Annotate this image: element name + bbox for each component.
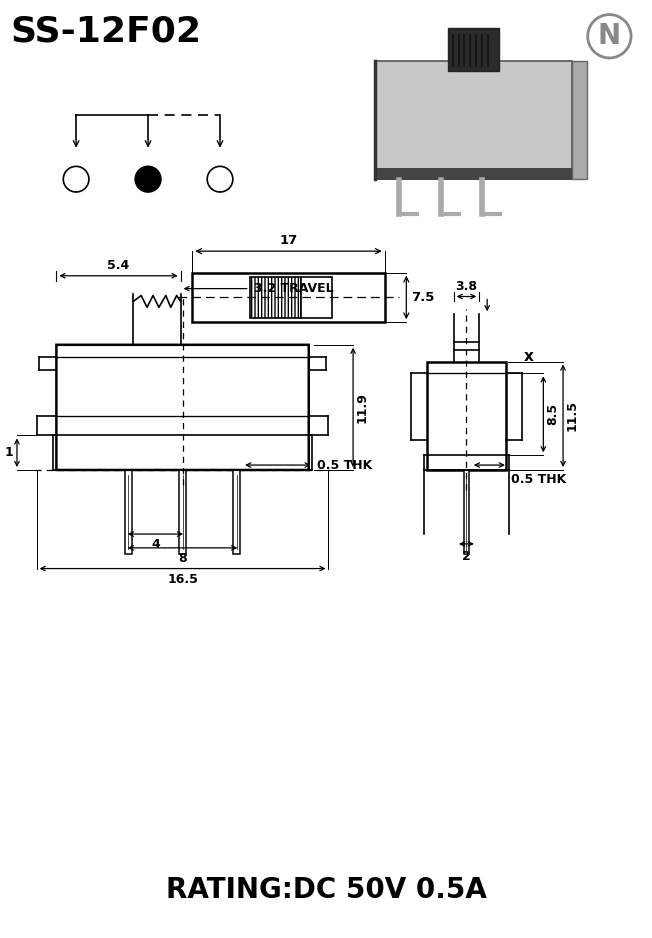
Text: 8.5: 8.5 bbox=[546, 403, 559, 425]
Text: 5.4: 5.4 bbox=[108, 259, 130, 272]
Bar bbox=[572, 61, 587, 179]
Circle shape bbox=[135, 166, 161, 192]
Text: 2: 2 bbox=[462, 550, 471, 563]
Text: RATING:DC 50V 0.5A: RATING:DC 50V 0.5A bbox=[166, 876, 487, 903]
Text: 7.5: 7.5 bbox=[411, 291, 435, 304]
Text: 4: 4 bbox=[151, 538, 160, 551]
Circle shape bbox=[63, 166, 89, 192]
Text: N: N bbox=[598, 23, 621, 51]
Bar bbox=[233, 470, 240, 553]
Circle shape bbox=[207, 166, 233, 192]
Bar bbox=[448, 28, 499, 70]
Bar bbox=[375, 168, 572, 180]
Text: 3.2 TRAVEL: 3.2 TRAVEL bbox=[254, 282, 333, 295]
Text: 11.9: 11.9 bbox=[356, 392, 369, 423]
Bar bbox=[464, 470, 469, 553]
Bar bbox=[375, 61, 572, 179]
Bar bbox=[301, 277, 333, 318]
Bar bbox=[192, 273, 385, 322]
Text: 11.5: 11.5 bbox=[566, 401, 579, 431]
Text: 3.8: 3.8 bbox=[456, 280, 477, 293]
FancyBboxPatch shape bbox=[56, 345, 309, 470]
Text: 17: 17 bbox=[280, 234, 298, 248]
Bar bbox=[250, 277, 301, 318]
Bar bbox=[125, 470, 132, 553]
Text: x: x bbox=[524, 349, 533, 364]
Text: 1: 1 bbox=[5, 446, 13, 460]
Bar bbox=[427, 361, 506, 470]
Text: 0.5 THK: 0.5 THK bbox=[317, 459, 372, 472]
Text: 8: 8 bbox=[178, 552, 187, 565]
Text: 0.5 THK: 0.5 THK bbox=[511, 473, 566, 486]
Bar bbox=[179, 470, 186, 553]
Text: 16.5: 16.5 bbox=[167, 572, 198, 585]
Text: SS-12F02: SS-12F02 bbox=[10, 15, 201, 49]
